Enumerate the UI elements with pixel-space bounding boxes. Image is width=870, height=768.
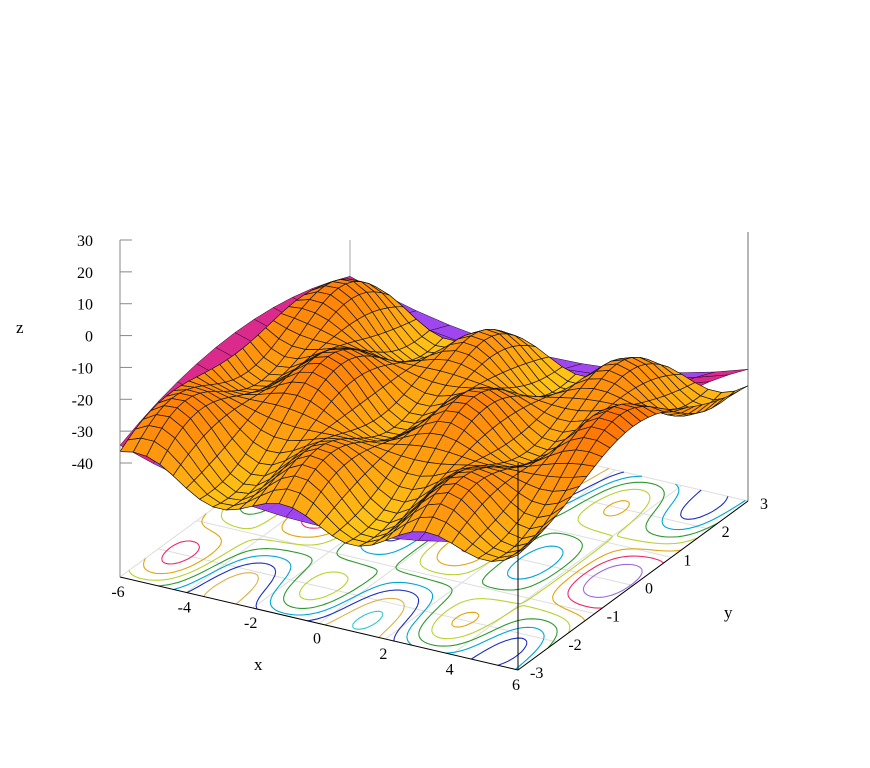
surface-face — [504, 547, 526, 561]
front-edge-x — [119, 576, 519, 671]
mesh-surface — [119, 278, 749, 562]
y-tick-label: -2 — [568, 637, 581, 654]
z-tick-label: 30 — [77, 233, 93, 250]
y-tick-label: -1 — [607, 609, 620, 626]
z-tick-label: 10 — [77, 297, 93, 314]
y-tick-label: 3 — [760, 496, 768, 513]
y-axis-label: y — [724, 603, 733, 622]
z-tick-label: 20 — [77, 265, 93, 282]
x-tick-label: -2 — [244, 615, 257, 632]
y-tick-label: -3 — [530, 665, 543, 682]
y-tick-label: 2 — [722, 524, 730, 541]
front-axes-frame — [119, 463, 749, 671]
z-tick-label: 0 — [85, 329, 93, 346]
y-axis: -3 -2 -1 0 1 2 3 — [530, 496, 768, 682]
z-tick-label: -10 — [72, 360, 93, 377]
saddle-face — [695, 369, 749, 378]
y-tick-label: 1 — [683, 552, 691, 569]
x-tick-label: -6 — [111, 584, 124, 601]
z-tick-label: -40 — [72, 456, 93, 473]
x-axis: -6 -4 -2 0 2 4 6 — [111, 584, 520, 694]
x-axis-label: x — [254, 655, 263, 674]
x-tick-label: -4 — [178, 600, 191, 617]
x-tick-label: 2 — [379, 646, 387, 663]
z-axis: 30 20 10 0 -10 -20 -30 -40 — [72, 233, 132, 577]
z-axis-label: z — [16, 318, 24, 337]
front-edge-y — [517, 500, 749, 671]
x-tick-label: 4 — [446, 662, 454, 679]
x-tick-label: 0 — [313, 631, 321, 648]
z-tick-label: -30 — [72, 424, 93, 441]
y-tick-label: 0 — [645, 581, 653, 598]
z-tick-label: -20 — [72, 392, 93, 409]
contour-level — [582, 563, 643, 598]
x-tick-label: 6 — [512, 677, 520, 694]
